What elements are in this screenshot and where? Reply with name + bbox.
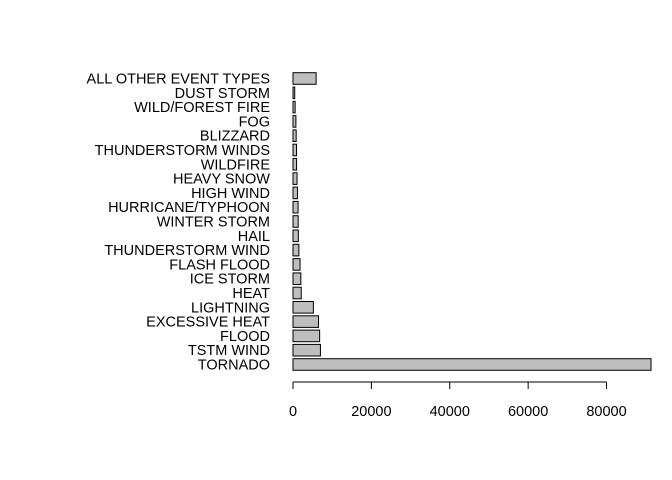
category-label-wildfire: WILDFIRE xyxy=(201,157,271,173)
category-label-hail: HAIL xyxy=(238,229,270,245)
x-tick-label: 20000 xyxy=(351,404,391,420)
bar-wildfire xyxy=(292,158,298,171)
category-label-flash-flood: FLASH FLOOD xyxy=(169,257,270,273)
x-tick-label: 0 xyxy=(289,404,297,420)
category-label-high-wind: HIGH WIND xyxy=(191,186,270,202)
bar-hurricane-typhoon xyxy=(292,200,299,214)
category-label-thunderstorm-winds: THUNDERSTORM WINDS xyxy=(95,143,270,159)
category-label-tstm-wind: TSTM WIND xyxy=(188,343,270,359)
bar-tornado xyxy=(292,358,652,371)
bar-thunderstorm-winds xyxy=(292,143,298,157)
bar-dust-storm xyxy=(292,86,296,100)
category-label-thunderstorm-wind: THUNDERSTORM WIND xyxy=(104,243,270,259)
bar-flash-flood xyxy=(292,258,301,271)
category-label-heat: HEAT xyxy=(232,286,270,302)
category-label-ice-storm: ICE STORM xyxy=(190,272,270,288)
bar-high-wind xyxy=(292,186,298,200)
bar-hail xyxy=(292,229,299,243)
bar-heavy-snow xyxy=(292,172,298,185)
bar-blizzard xyxy=(292,129,297,142)
category-label-hurricane-typhoon: HURRICANE/TYPHOON xyxy=(108,200,270,216)
category-label-dust-storm: DUST STORM xyxy=(175,86,270,102)
bar-thunderstorm-wind xyxy=(292,243,300,257)
bar-flood xyxy=(292,329,321,343)
category-label-lightning: LIGHTNING xyxy=(191,300,270,316)
category-label-winter-storm: WINTER STORM xyxy=(157,215,270,231)
x-tick-label: 40000 xyxy=(430,404,470,420)
category-label-wild-forest-fire: WILD/FOREST FIRE xyxy=(134,100,270,116)
category-label-flood: FLOOD xyxy=(220,329,270,345)
category-label-all-other-event-types: ALL OTHER EVENT TYPES xyxy=(87,72,270,88)
bars-layer xyxy=(292,72,652,371)
category-label-tornado: TORNADO xyxy=(198,358,270,374)
bar-heat xyxy=(292,286,302,300)
bar-all-other-event-types xyxy=(292,72,317,85)
category-label-heavy-snow: HEAVY SNOW xyxy=(173,172,270,188)
x-tick-label: 80000 xyxy=(586,404,626,420)
bar-tstm-wind xyxy=(292,343,321,357)
category-label-excessive-heat: EXCESSIVE HEAT xyxy=(146,315,270,331)
bar-lightning xyxy=(292,301,314,314)
category-label-fog: FOG xyxy=(239,114,270,130)
bar-wild-forest-fire xyxy=(292,100,296,114)
bar-ice-storm xyxy=(292,272,302,285)
x-axis: 0 20000 40000 60000 80000 xyxy=(289,381,627,420)
x-tick-label: 60000 xyxy=(508,404,548,420)
category-label-blizzard: BLIZZARD xyxy=(200,129,270,145)
bar-winter-storm xyxy=(292,215,299,228)
bar-excessive-heat xyxy=(292,315,319,328)
bar-fog xyxy=(292,115,297,128)
